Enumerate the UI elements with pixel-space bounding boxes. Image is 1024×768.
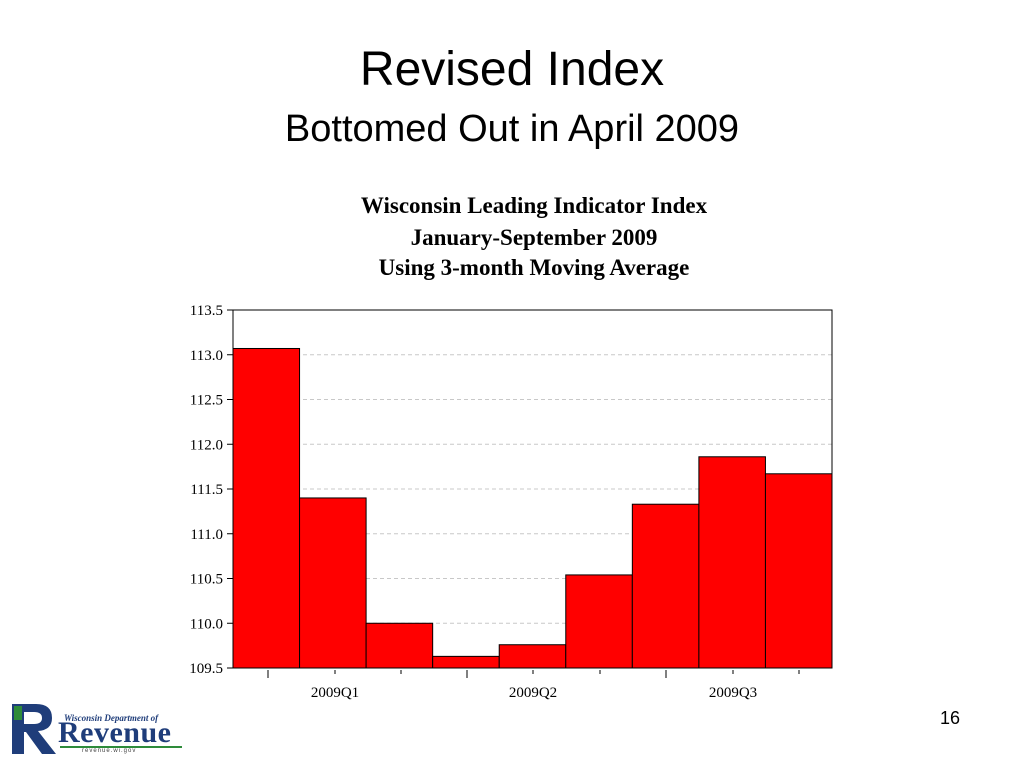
bar-1 bbox=[232, 347, 301, 669]
x-tick-label-2009Q1: 2009Q1 bbox=[311, 685, 359, 700]
logo-url: revenue.wi.gov bbox=[82, 748, 137, 754]
y-tick-label: 111.0 bbox=[190, 527, 223, 543]
bar-7 bbox=[631, 503, 700, 669]
bar-2 bbox=[299, 497, 367, 669]
y-tick-label: 110.0 bbox=[190, 616, 223, 632]
bar-9 bbox=[764, 473, 833, 669]
slide-title: Revised Index bbox=[359, 43, 665, 96]
logo-department-text: Wisconsin Department of bbox=[64, 713, 159, 723]
y-tick-label: 112.0 bbox=[190, 437, 223, 453]
y-tick-label: 112.5 bbox=[190, 393, 223, 409]
y-tick-label: 110.5 bbox=[190, 572, 223, 588]
page-number: 16 bbox=[939, 708, 961, 728]
wisconsin-revenue-logo: Wisconsin Department of Revenue revenue.… bbox=[6, 700, 186, 758]
y-tick-label: 111.5 bbox=[190, 482, 223, 498]
x-tick-label-2009Q3: 2009Q3 bbox=[709, 685, 757, 700]
logo-underline bbox=[60, 746, 182, 748]
slide-subtitle: Bottomed Out in April 2009 bbox=[284, 108, 740, 150]
logo-word: Revenue bbox=[58, 716, 172, 749]
chart-title-line-3: Using 3-month Moving Average bbox=[379, 255, 690, 280]
bar-8 bbox=[698, 456, 766, 669]
y-tick-label: 109.5 bbox=[189, 661, 223, 677]
bar-3 bbox=[365, 622, 434, 669]
bar-4 bbox=[432, 655, 500, 669]
chart-title-line-2: January-September 2009 bbox=[411, 225, 658, 250]
bar-5 bbox=[498, 644, 567, 669]
x-tick-label-2009Q2: 2009Q2 bbox=[509, 685, 557, 700]
y-tick-label: 113.5 bbox=[190, 303, 223, 319]
bar-6 bbox=[565, 574, 633, 669]
chart-title-line-1: Wisconsin Leading Indicator Index bbox=[361, 193, 708, 218]
y-tick-label: 113.0 bbox=[190, 348, 223, 364]
state-map-r-icon bbox=[12, 704, 56, 754]
bar-chart: Wisconsin Leading Indicator Index January… bbox=[189, 193, 833, 700]
